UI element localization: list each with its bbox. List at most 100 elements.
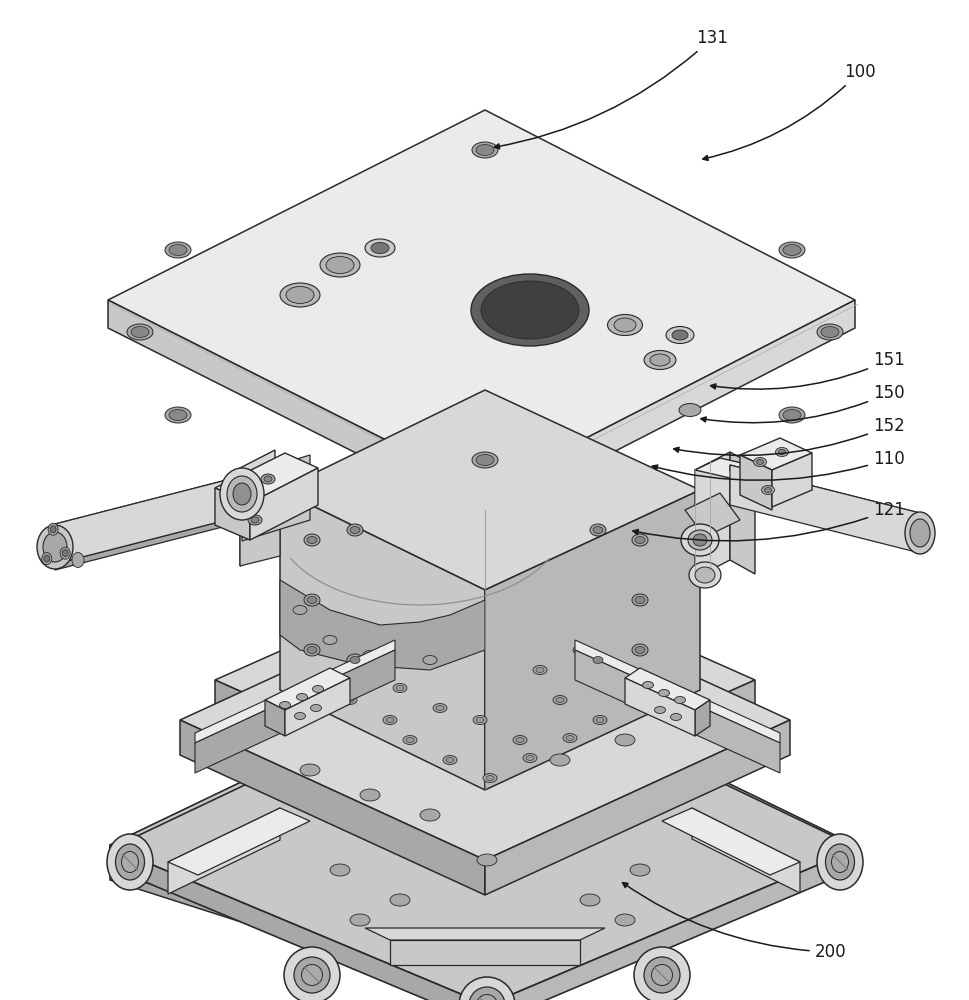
Polygon shape	[484, 720, 789, 895]
Ellipse shape	[641, 682, 653, 688]
Ellipse shape	[632, 534, 647, 546]
Ellipse shape	[346, 698, 354, 702]
Ellipse shape	[658, 690, 669, 696]
Ellipse shape	[443, 756, 456, 764]
Ellipse shape	[299, 764, 320, 776]
Ellipse shape	[473, 716, 486, 724]
Ellipse shape	[635, 536, 644, 544]
Polygon shape	[215, 560, 754, 800]
Ellipse shape	[579, 894, 600, 906]
Ellipse shape	[635, 647, 644, 654]
Polygon shape	[575, 650, 779, 773]
Ellipse shape	[42, 553, 51, 565]
Ellipse shape	[228, 490, 241, 500]
Text: 121: 121	[633, 501, 904, 541]
Ellipse shape	[532, 666, 547, 674]
Ellipse shape	[169, 410, 187, 420]
Ellipse shape	[420, 809, 440, 821]
Ellipse shape	[820, 326, 838, 338]
Ellipse shape	[562, 734, 577, 742]
Ellipse shape	[44, 555, 49, 562]
Polygon shape	[739, 438, 811, 470]
Polygon shape	[108, 110, 854, 490]
Ellipse shape	[37, 525, 73, 569]
Ellipse shape	[649, 354, 670, 366]
Polygon shape	[168, 808, 280, 894]
Ellipse shape	[522, 754, 537, 762]
Ellipse shape	[477, 854, 496, 866]
Ellipse shape	[782, 244, 800, 255]
Ellipse shape	[592, 656, 603, 664]
Polygon shape	[624, 668, 709, 710]
Ellipse shape	[347, 524, 362, 536]
Ellipse shape	[131, 326, 149, 338]
Polygon shape	[180, 580, 789, 860]
Ellipse shape	[904, 512, 934, 554]
Ellipse shape	[688, 562, 720, 588]
Ellipse shape	[673, 696, 685, 704]
Polygon shape	[694, 452, 730, 578]
Ellipse shape	[343, 696, 357, 704]
Polygon shape	[168, 808, 310, 875]
Ellipse shape	[634, 947, 689, 1000]
Ellipse shape	[476, 718, 484, 722]
Polygon shape	[694, 458, 754, 478]
Ellipse shape	[347, 654, 362, 666]
Ellipse shape	[782, 410, 800, 420]
Ellipse shape	[406, 738, 414, 742]
Ellipse shape	[353, 664, 366, 672]
Ellipse shape	[778, 242, 804, 258]
Ellipse shape	[592, 716, 607, 724]
Polygon shape	[694, 700, 709, 736]
Polygon shape	[215, 488, 250, 540]
Ellipse shape	[573, 646, 586, 654]
Ellipse shape	[60, 547, 70, 559]
Ellipse shape	[643, 957, 679, 993]
Ellipse shape	[356, 666, 363, 670]
Ellipse shape	[589, 524, 606, 536]
Ellipse shape	[370, 242, 389, 253]
Polygon shape	[265, 668, 350, 710]
Ellipse shape	[469, 987, 505, 1000]
Ellipse shape	[595, 718, 604, 722]
Ellipse shape	[761, 486, 773, 494]
Ellipse shape	[383, 716, 396, 724]
Ellipse shape	[589, 654, 606, 666]
Ellipse shape	[513, 736, 526, 744]
Ellipse shape	[764, 488, 770, 492]
Ellipse shape	[121, 851, 139, 872]
Ellipse shape	[612, 664, 626, 672]
Polygon shape	[771, 453, 811, 507]
Polygon shape	[484, 845, 854, 1000]
Ellipse shape	[279, 702, 290, 708]
Ellipse shape	[552, 696, 567, 704]
Polygon shape	[239, 450, 275, 566]
Ellipse shape	[629, 864, 649, 876]
Ellipse shape	[477, 934, 496, 946]
Ellipse shape	[107, 834, 153, 890]
Polygon shape	[739, 455, 771, 510]
Ellipse shape	[422, 656, 437, 664]
Ellipse shape	[359, 789, 380, 801]
Polygon shape	[195, 650, 394, 773]
Ellipse shape	[476, 454, 493, 466]
Ellipse shape	[261, 474, 275, 484]
Polygon shape	[180, 720, 484, 895]
Ellipse shape	[607, 314, 641, 336]
Ellipse shape	[830, 851, 848, 872]
Ellipse shape	[48, 523, 58, 535]
Ellipse shape	[303, 644, 320, 656]
Polygon shape	[484, 680, 754, 830]
Ellipse shape	[632, 644, 647, 656]
Polygon shape	[55, 476, 241, 564]
Ellipse shape	[614, 914, 635, 926]
Ellipse shape	[326, 256, 354, 273]
Polygon shape	[55, 516, 241, 570]
Ellipse shape	[774, 448, 788, 456]
Ellipse shape	[303, 534, 320, 546]
Ellipse shape	[395, 686, 403, 690]
Ellipse shape	[778, 407, 804, 423]
Ellipse shape	[632, 594, 647, 606]
Ellipse shape	[778, 450, 785, 454]
Polygon shape	[111, 670, 858, 1000]
